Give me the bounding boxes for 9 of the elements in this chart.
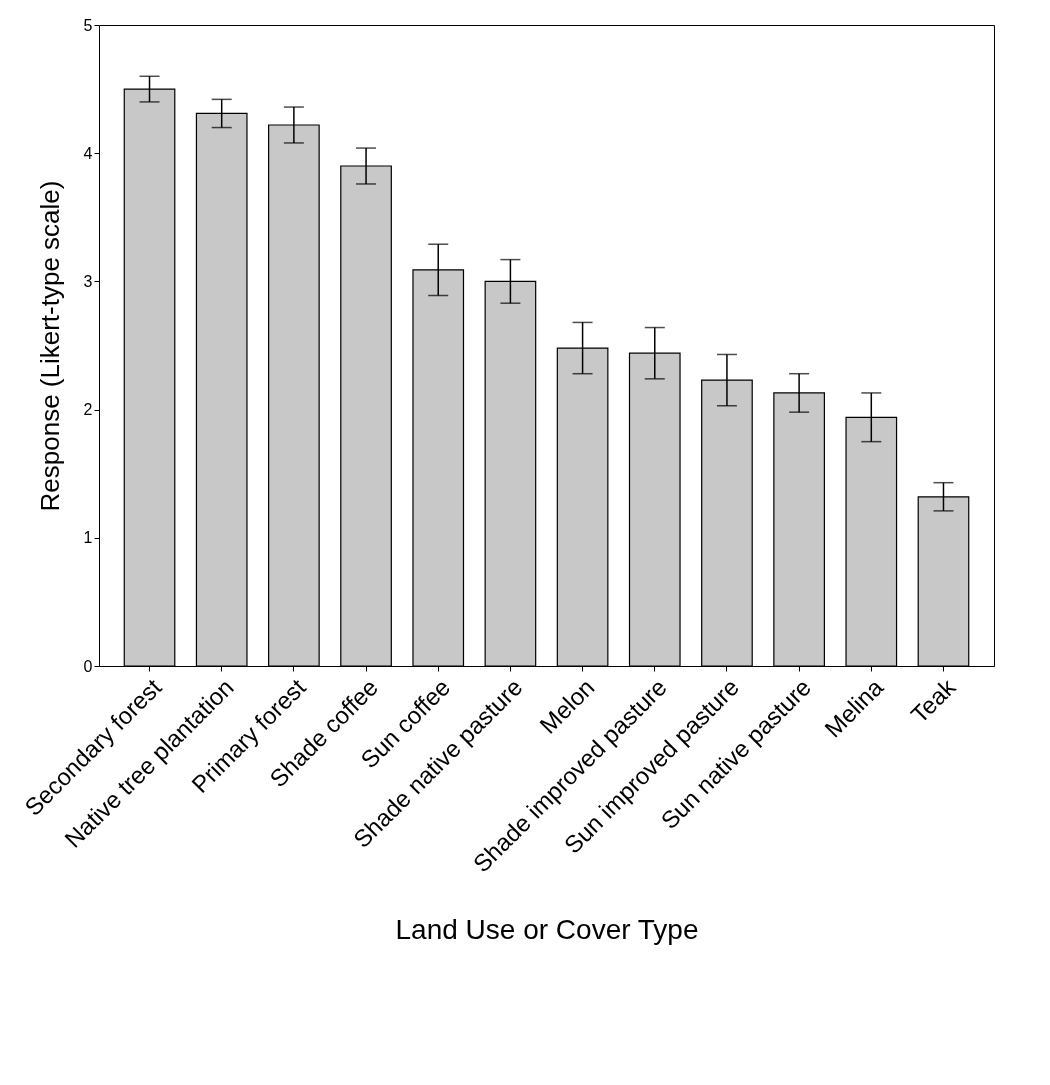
- y-tick-label: 1: [83, 529, 93, 547]
- y-tick-label: 5: [83, 16, 93, 34]
- x-axis-title: Land Use or Cover Type: [395, 913, 699, 945]
- y-tick-label: 2: [83, 401, 93, 419]
- x-tick-label: Teak: [905, 672, 962, 729]
- y-tick-label: 4: [83, 144, 93, 162]
- y-tick-label: 0: [83, 657, 93, 675]
- y-tick-label: 3: [83, 272, 93, 290]
- y-axis-title: Response (Likert-type scale): [34, 180, 65, 512]
